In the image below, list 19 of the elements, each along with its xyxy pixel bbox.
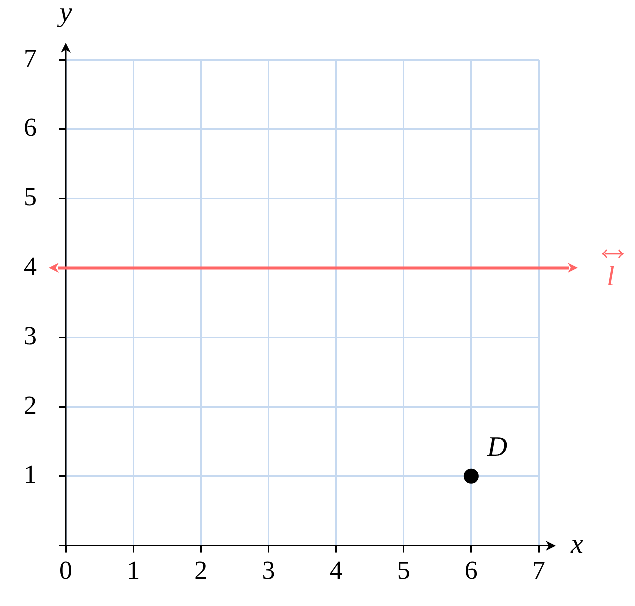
y-tick-label: 3 xyxy=(24,321,37,350)
x-axis-title: x xyxy=(570,529,584,560)
y-tick-label: 2 xyxy=(24,390,37,420)
x-tick-label: 6 xyxy=(464,556,478,586)
x-tick-label: 3 xyxy=(262,556,276,586)
x-tick-label: 0 xyxy=(60,556,72,586)
x-tick-label: 7 xyxy=(532,556,546,586)
y-tick-label: 5 xyxy=(24,182,37,212)
x-tick-label: 5 xyxy=(397,556,410,586)
y-tick-label: 7 xyxy=(24,44,37,73)
ref-line-label: l xyxy=(607,262,615,293)
y-axis-title: y xyxy=(56,0,73,28)
x-tick-label: 2 xyxy=(194,556,208,586)
y-tick-label: 4 xyxy=(24,252,37,282)
x-tick-label: 4 xyxy=(330,556,343,586)
annotation: D xyxy=(486,432,508,463)
y-tick-label: 6 xyxy=(24,113,37,142)
x-tick-label: 1 xyxy=(127,556,140,586)
y-tick-label: 1 xyxy=(24,460,37,490)
